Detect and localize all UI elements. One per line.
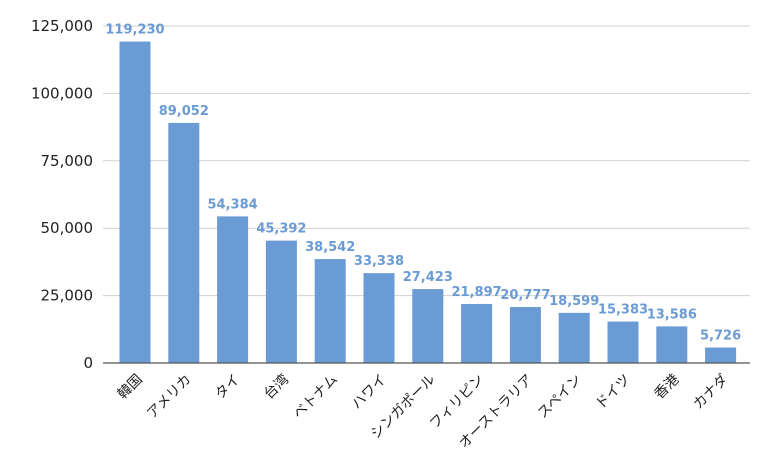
data-label: 27,423 bbox=[403, 270, 453, 285]
y-tick-label: 75,000 bbox=[41, 152, 94, 170]
x-tick-label: 台湾 bbox=[260, 371, 292, 403]
data-label: 89,052 bbox=[159, 104, 209, 119]
x-tick-label: ベトナム bbox=[290, 372, 341, 423]
bar bbox=[119, 41, 151, 364]
data-label: 18,599 bbox=[549, 294, 599, 309]
data-label: 21,897 bbox=[452, 285, 502, 300]
y-tick-label: 100,000 bbox=[31, 84, 93, 102]
x-tick-label: 香港 bbox=[652, 372, 683, 403]
data-label: 20,777 bbox=[500, 288, 550, 303]
data-label: 38,542 bbox=[305, 240, 355, 255]
data-label: 33,338 bbox=[354, 254, 404, 269]
x-tick-label: ドイツ bbox=[593, 372, 634, 413]
bar bbox=[461, 303, 493, 363]
bar bbox=[265, 240, 297, 363]
bar bbox=[314, 259, 346, 363]
gridlines bbox=[103, 25, 750, 297]
data-label: 5,726 bbox=[700, 329, 741, 344]
data-label: 45,392 bbox=[256, 222, 306, 237]
x-tick-label: カナダ bbox=[690, 372, 731, 413]
x-tick-label: タイ bbox=[212, 372, 243, 403]
bar bbox=[363, 273, 395, 363]
y-tick-label: 50,000 bbox=[41, 219, 94, 237]
bar bbox=[705, 347, 737, 363]
x-tick-label: ハワイ bbox=[349, 372, 390, 413]
bar bbox=[217, 216, 249, 363]
y-tick-label: 125,000 bbox=[31, 17, 93, 35]
x-tick-label: 韓国 bbox=[115, 372, 146, 403]
bar bbox=[168, 122, 200, 364]
bars bbox=[119, 41, 737, 364]
bar bbox=[509, 306, 541, 363]
bar bbox=[607, 321, 639, 363]
bar bbox=[412, 289, 444, 363]
y-tick-label: 25,000 bbox=[41, 287, 94, 305]
bar bbox=[558, 312, 590, 363]
data-labels: 119,230 89,052 54,384 45,392 38,54233,33827,… bbox=[105, 23, 741, 344]
bar bbox=[656, 326, 688, 363]
y-axis-tick-labels: 0 25,000 50,000 75,000 100,000 125,000 bbox=[31, 17, 93, 372]
x-tick-label: アメリカ bbox=[144, 372, 194, 422]
data-label: 15,383 bbox=[598, 303, 648, 318]
data-label: 13,586 bbox=[647, 307, 697, 322]
data-label: 54,384 bbox=[208, 197, 258, 212]
x-axis-tick-labels: 韓国アメリカ タイ 台湾ベトナム ハワイシンガポールフィリピンオーストラリアスペインド… bbox=[115, 371, 732, 452]
x-tick-label: スペイン bbox=[535, 372, 585, 422]
y-tick-label: 0 bbox=[83, 354, 93, 372]
data-label: 119,230 bbox=[105, 23, 164, 38]
